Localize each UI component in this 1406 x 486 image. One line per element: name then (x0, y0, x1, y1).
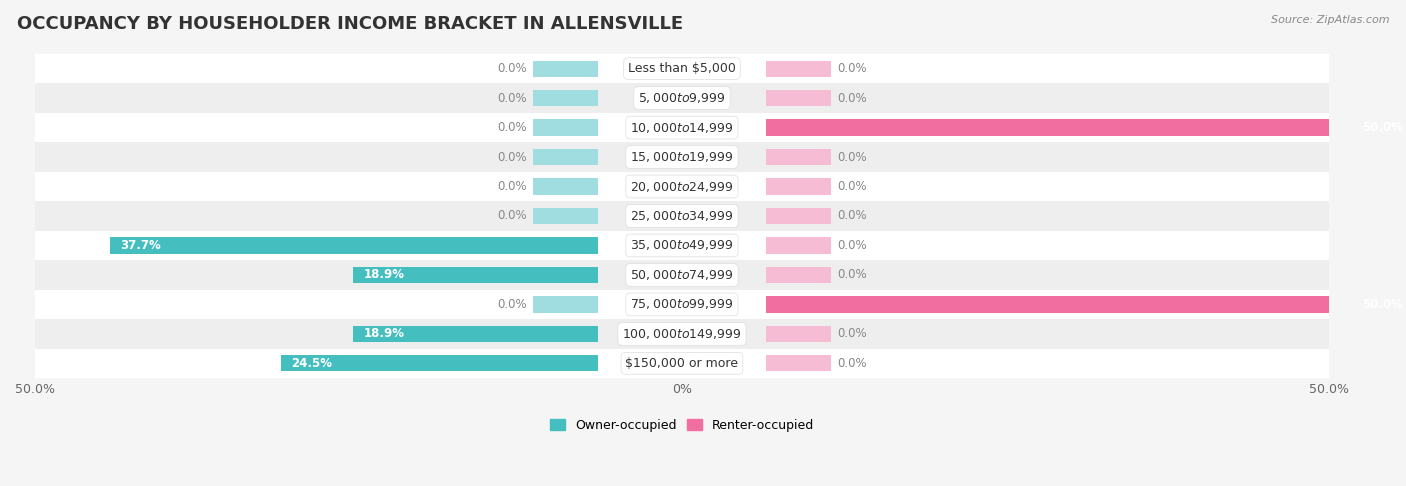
Bar (766, 326, 831, 342)
Bar (35, 231, 1329, 260)
Legend: Owner-occupied, Renter-occupied: Owner-occupied, Renter-occupied (546, 414, 818, 437)
Text: 0.0%: 0.0% (498, 91, 527, 104)
Bar (35, 260, 1329, 290)
Text: 24.5%: 24.5% (291, 357, 332, 370)
Text: $5,000 to $9,999: $5,000 to $9,999 (638, 91, 725, 105)
Text: OCCUPANCY BY HOUSEHOLDER INCOME BRACKET IN ALLENSVILLE: OCCUPANCY BY HOUSEHOLDER INCOME BRACKET … (17, 15, 683, 33)
Text: 0.0%: 0.0% (837, 209, 868, 223)
Text: $150,000 or more: $150,000 or more (626, 357, 738, 370)
Bar (35, 113, 1329, 142)
Text: 0.0%: 0.0% (498, 298, 527, 311)
Bar (533, 208, 598, 224)
Bar (353, 326, 598, 342)
Bar (766, 355, 831, 371)
Text: 0.0%: 0.0% (837, 268, 868, 281)
Text: 0.0%: 0.0% (837, 62, 868, 75)
Bar (766, 296, 1406, 312)
Bar (353, 267, 598, 283)
Text: Source: ZipAtlas.com: Source: ZipAtlas.com (1271, 15, 1389, 25)
Text: 0.0%: 0.0% (837, 180, 868, 193)
Text: $50,000 to $74,999: $50,000 to $74,999 (630, 268, 734, 282)
Bar (35, 84, 1329, 113)
Bar (35, 54, 1329, 84)
Bar (35, 319, 1329, 348)
Text: 50.0%: 50.0% (1362, 298, 1403, 311)
Text: $10,000 to $14,999: $10,000 to $14,999 (630, 121, 734, 135)
Text: $35,000 to $49,999: $35,000 to $49,999 (630, 239, 734, 252)
Text: 0.0%: 0.0% (837, 91, 868, 104)
Text: 18.9%: 18.9% (364, 268, 405, 281)
Bar (533, 178, 598, 194)
Text: 18.9%: 18.9% (364, 328, 405, 340)
Bar (281, 355, 598, 371)
Text: 0.0%: 0.0% (837, 328, 868, 340)
Text: 37.7%: 37.7% (121, 239, 162, 252)
Bar (35, 172, 1329, 201)
Text: 0.0%: 0.0% (498, 180, 527, 193)
Bar (766, 208, 831, 224)
Bar (35, 201, 1329, 231)
Bar (533, 296, 598, 312)
Text: $75,000 to $99,999: $75,000 to $99,999 (630, 297, 734, 312)
Text: 0.0%: 0.0% (498, 209, 527, 223)
Bar (766, 178, 831, 194)
Text: 0.0%: 0.0% (837, 357, 868, 370)
Bar (533, 90, 598, 106)
Bar (35, 348, 1329, 378)
Bar (533, 149, 598, 165)
Bar (35, 142, 1329, 172)
Text: $100,000 to $149,999: $100,000 to $149,999 (623, 327, 741, 341)
Bar (766, 267, 831, 283)
Bar (766, 90, 831, 106)
Text: Less than $5,000: Less than $5,000 (628, 62, 735, 75)
Bar (766, 237, 831, 254)
Text: 0.0%: 0.0% (498, 151, 527, 164)
Bar (35, 290, 1329, 319)
Text: 0.0%: 0.0% (837, 239, 868, 252)
Text: 0.0%: 0.0% (837, 151, 868, 164)
Bar (766, 120, 1406, 136)
Bar (766, 149, 831, 165)
Text: 0.0%: 0.0% (498, 121, 527, 134)
Text: $15,000 to $19,999: $15,000 to $19,999 (630, 150, 734, 164)
Bar (533, 120, 598, 136)
Bar (766, 61, 831, 77)
Text: 50.0%: 50.0% (1362, 121, 1403, 134)
Text: 0.0%: 0.0% (498, 62, 527, 75)
Text: $20,000 to $24,999: $20,000 to $24,999 (630, 179, 734, 193)
Bar (110, 237, 598, 254)
Bar (533, 61, 598, 77)
Text: $25,000 to $34,999: $25,000 to $34,999 (630, 209, 734, 223)
